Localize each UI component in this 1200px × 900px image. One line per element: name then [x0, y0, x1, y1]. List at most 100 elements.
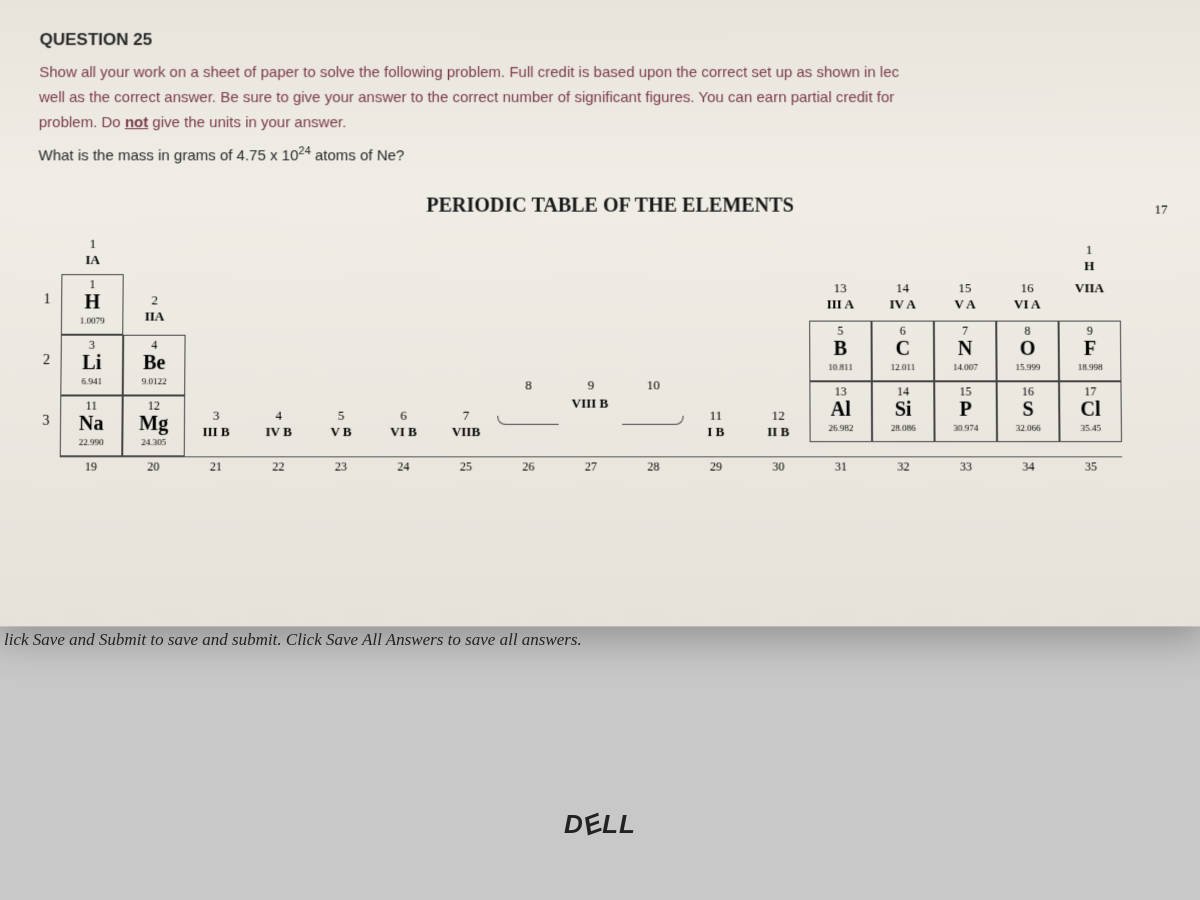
- g6n: 6: [372, 408, 435, 424]
- si-mass: 28.086: [873, 420, 934, 433]
- row4-24: 24: [372, 456, 435, 474]
- g9n: 9: [560, 377, 622, 393]
- element-si: 14 Si 28.086: [872, 381, 935, 442]
- be-num: 4: [124, 336, 184, 353]
- g7r: VIIB: [435, 424, 498, 440]
- s-num: 16: [998, 382, 1059, 399]
- row4-25: 25: [435, 456, 498, 474]
- cl-sym: Cl: [1060, 400, 1121, 420]
- li-sym: Li: [62, 353, 123, 373]
- li-mass: 6.941: [61, 373, 122, 386]
- g11n: 11: [685, 408, 747, 424]
- n-sym: N: [935, 339, 995, 359]
- b-mass: 10.811: [810, 359, 870, 372]
- o-sym: O: [997, 339, 1058, 359]
- g8n: 8: [497, 377, 559, 393]
- g14r: IV A: [871, 296, 933, 312]
- h-mass: 1.0079: [62, 313, 122, 326]
- s-mass: 32.066: [998, 420, 1059, 433]
- group-1-header: 1 IA: [61, 236, 124, 268]
- instr3-not: not: [125, 114, 149, 131]
- element-mg: 12 Mg 24.305: [122, 395, 185, 456]
- element-o: 8 O 15.999: [996, 321, 1059, 382]
- group-5-header: 5 V B: [310, 408, 373, 440]
- g15n: 15: [934, 280, 996, 296]
- si-num: 14: [873, 382, 934, 399]
- element-f: 9 F 18.998: [1059, 321, 1122, 382]
- al-num: 13: [810, 382, 870, 399]
- row4-20: 20: [122, 456, 185, 474]
- g16r: VI A: [996, 296, 1058, 312]
- group-2-header: 2 IIA: [123, 292, 186, 324]
- p-sym: P: [935, 400, 996, 420]
- viii-brace-right: [622, 416, 683, 425]
- period-1: 1: [37, 292, 57, 308]
- row4-23: 23: [310, 456, 373, 474]
- worksheet-page: QUESTION 25 Show all your work on a shee…: [0, 0, 1200, 626]
- element-na: 11 Na 22.990: [60, 395, 123, 456]
- p-mass: 30.974: [935, 420, 996, 433]
- g17top: 17: [1130, 202, 1192, 218]
- instr3a: problem. Do: [39, 114, 125, 131]
- group-11-header: 11 I B: [685, 408, 748, 440]
- g2n: 2: [123, 292, 185, 308]
- row4-26: 26: [497, 456, 560, 474]
- p-num: 15: [935, 382, 996, 399]
- group-14-header: 14 IV A: [871, 280, 933, 312]
- group-12-header: 12 II B: [747, 408, 810, 440]
- g5n: 5: [310, 408, 373, 424]
- f-num: 9: [1060, 322, 1120, 339]
- element-li: 3 Li 6.941: [60, 335, 123, 396]
- element-s: 16 S 32.066: [997, 381, 1060, 442]
- b-num: 5: [810, 322, 870, 339]
- dell-logo: DELL: [564, 809, 636, 840]
- g2r: IIA: [123, 308, 185, 324]
- save-hint: lick Save and Submit to save and submit.…: [0, 630, 582, 650]
- g12n: 12: [747, 408, 810, 424]
- o-mass: 15.999: [997, 359, 1057, 372]
- element-be: 4 Be 9.0122: [123, 335, 186, 396]
- n-mass: 14.007: [935, 359, 995, 372]
- prompt-a: What is the mass in grams of 4.75 x 10: [38, 147, 298, 164]
- row4-32: 32: [872, 456, 935, 474]
- g16n: 16: [996, 280, 1058, 296]
- instr3b: give the units in your answer.: [148, 114, 346, 131]
- g1r: IA: [61, 252, 123, 268]
- group-8-header: 8: [497, 377, 559, 393]
- g12r: II B: [747, 424, 810, 440]
- group-6-header: 6 VI B: [372, 408, 435, 440]
- g15r: V A: [934, 296, 996, 312]
- s-sym: S: [998, 400, 1059, 420]
- g4r: IV B: [247, 424, 310, 440]
- g6r: VI B: [372, 424, 435, 440]
- mg-num: 12: [124, 396, 185, 413]
- prompt-exp: 24: [298, 145, 310, 157]
- periodic-table-title: PERIODIC TABLE OF THE ELEMENTS: [38, 195, 1182, 218]
- g5r: V B: [310, 424, 373, 440]
- mg-mass: 24.305: [123, 434, 184, 447]
- al-sym: Al: [810, 400, 871, 420]
- g13r: III A: [809, 296, 871, 312]
- row4-21: 21: [185, 456, 248, 474]
- row4-34: 34: [997, 456, 1060, 474]
- c-mass: 12.011: [873, 359, 933, 372]
- g14n: 14: [871, 280, 933, 296]
- na-sym: Na: [61, 414, 122, 434]
- g10n: 10: [622, 377, 684, 393]
- element-n: 7 N 14.007: [934, 321, 997, 382]
- element-al: 13 Al 26.982: [809, 381, 872, 442]
- group-17-top: 17: [1130, 202, 1192, 218]
- instructions-line2: well as the correct answer. Be sure to g…: [39, 87, 1181, 108]
- group-10-header: 10: [622, 377, 684, 393]
- prompt-b: atoms of Ne?: [311, 147, 405, 164]
- element-cl: 17 Cl 35.45: [1059, 381, 1122, 442]
- g11r: I B: [685, 424, 748, 440]
- row4-35: 35: [1060, 456, 1123, 474]
- group-4-header: 4 IV B: [247, 408, 310, 440]
- element-p: 15 P 30.974: [934, 381, 997, 442]
- row4-31: 31: [810, 456, 873, 474]
- group-17-header: VIIA: [1058, 280, 1120, 296]
- g7n: 7: [435, 408, 497, 424]
- row4-33: 33: [935, 456, 998, 474]
- element-h-17: 1 H: [1058, 242, 1121, 274]
